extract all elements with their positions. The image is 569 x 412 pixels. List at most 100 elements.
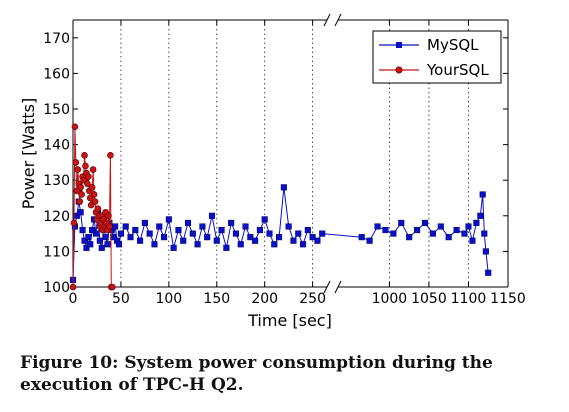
mysql-point <box>481 231 487 237</box>
yoursql-point <box>105 213 111 219</box>
mysql-point <box>80 227 86 233</box>
mysql-point <box>478 213 484 219</box>
mysql-point <box>166 217 172 223</box>
mysql-point <box>233 231 239 237</box>
mysql-point <box>430 231 436 237</box>
mysql-point <box>267 231 273 237</box>
mysql-point <box>300 241 306 247</box>
x-tick-label: 1000 <box>372 291 408 307</box>
mysql-point <box>128 234 134 240</box>
mysql-point <box>281 185 287 191</box>
yoursql-point <box>78 184 84 190</box>
y-tick-label: 170 <box>43 31 70 47</box>
mysql-point <box>474 220 480 226</box>
mysql-point <box>480 192 486 198</box>
mysql-point <box>383 227 389 233</box>
mysql-point <box>483 249 489 255</box>
mysql-point <box>414 227 420 233</box>
mysql-point <box>219 227 225 233</box>
mysql-point <box>224 245 230 251</box>
x-tick-label: 1150 <box>490 291 526 307</box>
mysql-legend-label: MySQL <box>427 36 479 54</box>
mysql-point <box>156 224 162 230</box>
mysql-point <box>93 231 99 237</box>
mysql-point <box>97 238 103 244</box>
mysql-point <box>137 238 143 244</box>
mysql-point <box>454 227 460 233</box>
mysql-point <box>133 227 139 233</box>
x-tick-label: 50 <box>112 291 130 307</box>
y-tick-label: 150 <box>43 102 70 118</box>
x-tick-label: 150 <box>203 291 230 307</box>
yoursql-legend-label: YourSQL <box>426 61 489 79</box>
x-tick-label: 1100 <box>451 291 487 307</box>
power-chart: 1001101201301401501601700 50 100 150 200 250 1… <box>0 0 569 345</box>
mysql-point <box>276 234 282 240</box>
mysql-point <box>238 241 244 247</box>
mysql-point <box>185 220 191 226</box>
mysql-point <box>375 224 381 230</box>
mysql-point <box>87 241 93 247</box>
mysql-point <box>214 238 220 244</box>
y-tick-label: 100 <box>43 280 70 296</box>
yoursql-point <box>72 124 78 130</box>
mysql-point <box>105 241 111 247</box>
mysql-point <box>180 238 186 244</box>
mysql-point <box>257 227 263 233</box>
mysql-point <box>286 224 292 230</box>
mysql-point <box>438 224 444 230</box>
yoursql-point <box>79 191 85 197</box>
mysql-legend-marker <box>396 42 402 48</box>
mysql-point <box>161 234 167 240</box>
mysql-point <box>319 231 325 237</box>
mysql-point <box>209 213 215 219</box>
mysql-point <box>391 231 397 237</box>
yoursql-point <box>73 159 79 165</box>
y-tick-label: 130 <box>43 173 70 189</box>
yoursql-point <box>91 191 97 197</box>
yoursql-point <box>82 163 88 169</box>
x-tick-label: 250 <box>299 291 326 307</box>
mysql-point <box>112 224 118 230</box>
mysql-point <box>315 238 321 244</box>
mysql-point <box>252 238 258 244</box>
yoursql-point <box>95 206 101 212</box>
yoursql-point <box>90 167 96 173</box>
mysql-point <box>422 220 428 226</box>
x-axis-label: Time [sec] <box>247 311 332 330</box>
mysql-point <box>103 234 109 240</box>
yoursql-point <box>92 199 98 205</box>
mysql-point <box>86 234 92 240</box>
mysql-point <box>147 231 153 237</box>
yoursql-point <box>107 152 113 158</box>
yoursql-point <box>82 152 88 158</box>
y-tick-label: 160 <box>43 66 70 82</box>
mysql-point <box>116 241 122 247</box>
mysql-point <box>99 245 105 251</box>
x-tick-label: 200 <box>251 291 278 307</box>
mysql-point <box>305 227 311 233</box>
x-tick-label: 1050 <box>411 291 447 307</box>
mysql-point <box>200 224 206 230</box>
mysql-point <box>466 224 472 230</box>
y-axis-label: Power [Watts] <box>19 98 38 209</box>
mysql-point <box>118 231 124 237</box>
mysql-point <box>367 238 373 244</box>
yoursql-point <box>106 223 112 229</box>
mysql-point <box>152 241 158 247</box>
mysql-point <box>228 220 234 226</box>
mysql-point <box>204 234 210 240</box>
x-tick-label: 100 <box>155 291 182 307</box>
y-tick-label: 120 <box>43 209 70 225</box>
mysql-point <box>359 234 365 240</box>
yoursql-point <box>75 167 81 173</box>
mysql-point <box>176 227 182 233</box>
yoursql-point <box>71 220 77 226</box>
mysql-point <box>485 270 491 276</box>
mysql-point <box>398 220 404 226</box>
mysql-point <box>123 224 129 230</box>
mysql-series-line <box>73 187 488 280</box>
yoursql-point <box>70 284 76 290</box>
yoursql-point <box>85 174 91 180</box>
yoursql-point <box>109 284 115 290</box>
